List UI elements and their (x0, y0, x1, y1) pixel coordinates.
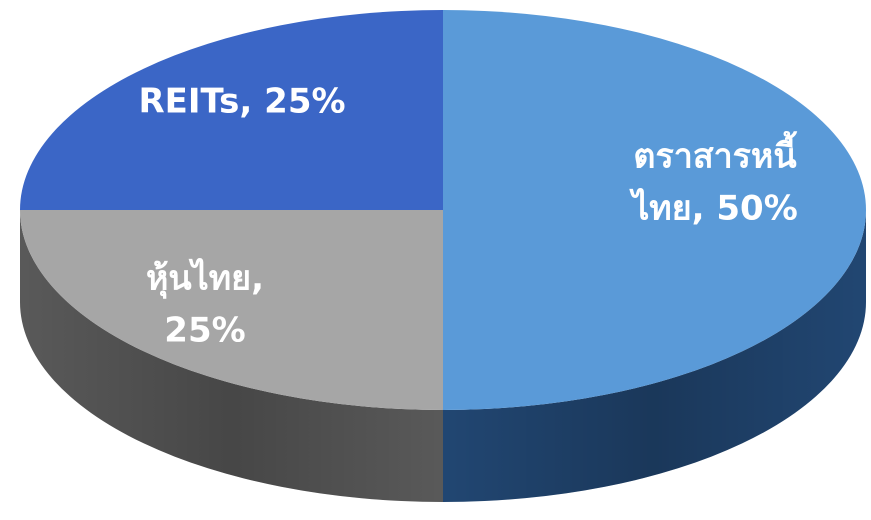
data-label: หุ้นไทย, (146, 258, 264, 300)
slice-side-shade (443, 210, 866, 502)
data-label: REITs, 25% (138, 82, 345, 122)
slice (20, 210, 443, 410)
slice (443, 10, 866, 410)
slice (20, 10, 443, 210)
slice-side-shade (20, 210, 443, 502)
data-label: ตราสารหนี้ (633, 131, 797, 177)
data-label: ไทย, 50% (629, 188, 798, 229)
data-label: 25% (164, 311, 245, 351)
